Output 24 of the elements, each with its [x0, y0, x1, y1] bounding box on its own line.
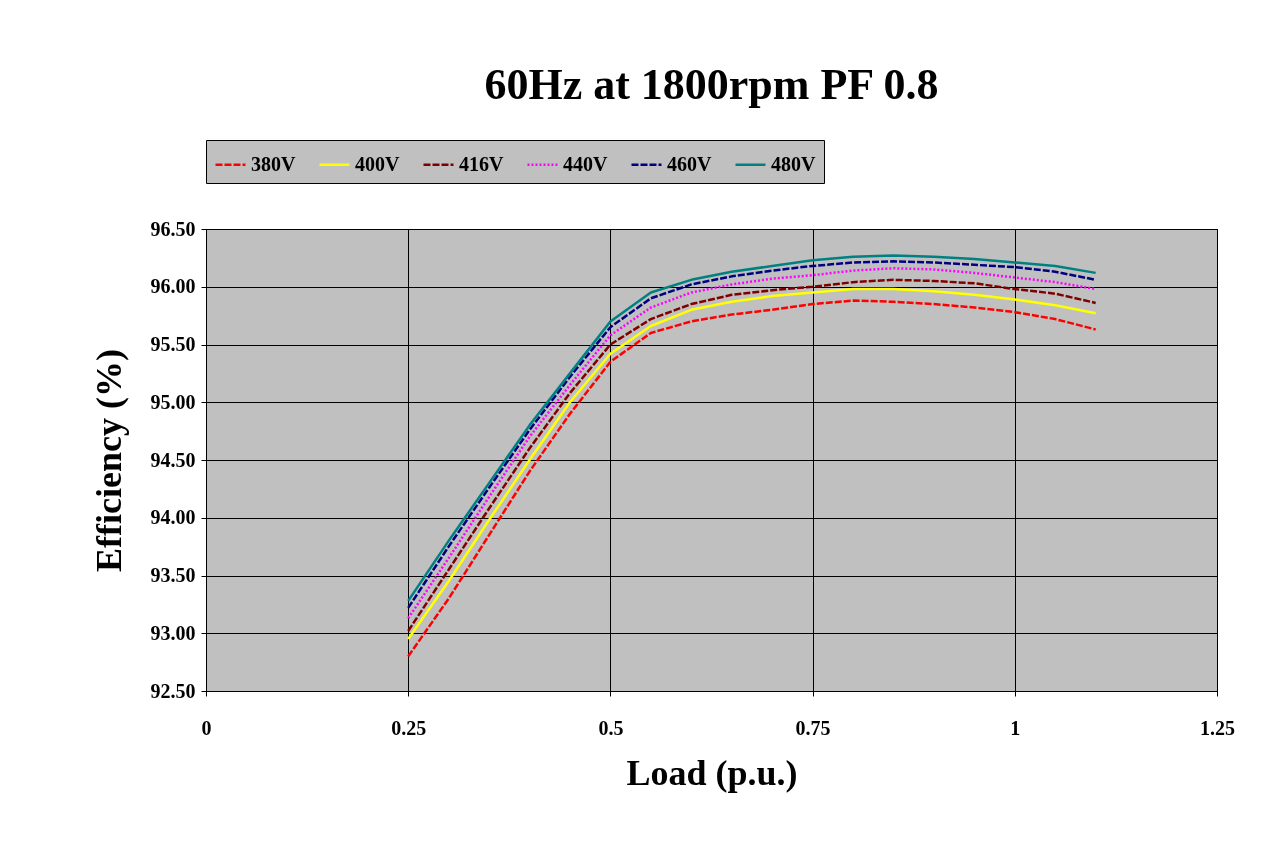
y-tick-label: 96.50 — [150, 217, 196, 240]
x-tick-label: 1 — [1010, 716, 1021, 739]
y-tick-label: 95.50 — [150, 333, 196, 355]
y-axis-title: Efficiency (%) — [88, 349, 129, 572]
y-tick-label: 95.00 — [150, 390, 196, 413]
legend-label: 380V — [251, 152, 296, 175]
x-tick-label: 0.5 — [598, 716, 624, 739]
x-tick-label: 0 — [201, 716, 212, 739]
y-tick-label: 96.00 — [150, 275, 196, 298]
legend-label: 440V — [563, 152, 608, 175]
legend-label: 400V — [355, 152, 400, 175]
y-tick-label: 92.50 — [150, 679, 196, 702]
y-tick-label: 93.00 — [150, 621, 196, 644]
chart-title: 60Hz at 1800rpm PF 0.8 — [484, 59, 939, 109]
x-axis-title: Load (p.u.) — [626, 752, 798, 793]
y-tick-label: 94.00 — [150, 506, 196, 529]
x-tick-label: 0.25 — [391, 716, 427, 739]
x-tick-label: 1.25 — [1200, 716, 1235, 739]
y-tick-label: 93.50 — [150, 564, 196, 586]
legend-label: 460V — [667, 152, 712, 175]
x-tick-label: 0.75 — [795, 716, 831, 739]
legend-label: 416V — [459, 152, 504, 175]
legend-label: 480V — [771, 152, 816, 175]
y-tick-label: 94.50 — [150, 448, 196, 471]
